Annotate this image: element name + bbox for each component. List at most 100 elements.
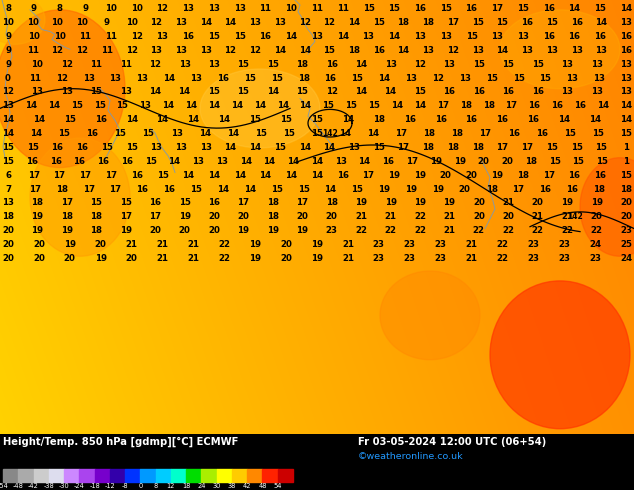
Text: 13: 13 xyxy=(190,74,202,82)
Text: 20: 20 xyxy=(179,226,190,235)
Text: 15: 15 xyxy=(368,101,380,110)
Text: 19: 19 xyxy=(378,185,390,194)
Text: 14: 14 xyxy=(311,157,323,166)
Text: 20: 20 xyxy=(280,254,292,263)
Text: 13: 13 xyxy=(311,32,323,41)
Text: 20: 20 xyxy=(620,198,632,207)
Text: 17: 17 xyxy=(406,157,418,166)
Text: 24: 24 xyxy=(197,484,205,490)
Text: 16: 16 xyxy=(620,46,632,55)
Bar xyxy=(262,469,278,482)
Text: 15: 15 xyxy=(351,74,363,82)
Text: 14: 14 xyxy=(30,129,42,138)
Text: 18: 18 xyxy=(297,74,309,82)
Text: 20: 20 xyxy=(296,212,308,221)
Text: 14: 14 xyxy=(620,115,632,124)
Text: 15: 15 xyxy=(238,60,249,69)
Text: 14: 14 xyxy=(224,18,236,27)
Text: 16: 16 xyxy=(527,115,540,124)
Text: 14: 14 xyxy=(342,115,354,124)
Text: 17: 17 xyxy=(363,171,375,180)
Text: 13: 13 xyxy=(405,74,417,82)
Text: 14: 14 xyxy=(182,171,194,180)
Ellipse shape xyxy=(0,0,45,45)
Text: 15: 15 xyxy=(388,4,400,13)
Text: 16: 16 xyxy=(620,32,632,41)
Text: 11: 11 xyxy=(27,46,39,55)
Text: 15: 15 xyxy=(27,143,39,152)
Text: 17: 17 xyxy=(491,4,503,13)
Text: 15: 15 xyxy=(592,129,604,138)
Text: 12: 12 xyxy=(2,87,14,97)
Text: 14: 14 xyxy=(367,129,379,138)
Text: 19: 19 xyxy=(296,226,308,235)
Text: 13: 13 xyxy=(182,4,194,13)
Text: 16: 16 xyxy=(86,129,98,138)
Text: 10: 10 xyxy=(28,32,40,41)
Text: 15: 15 xyxy=(280,115,292,124)
Text: 19: 19 xyxy=(120,226,132,235)
Text: 15: 15 xyxy=(208,87,220,97)
Text: 20: 20 xyxy=(477,157,489,166)
Text: 14: 14 xyxy=(208,101,220,110)
Text: 18: 18 xyxy=(267,198,279,207)
Text: 13: 13 xyxy=(595,46,607,55)
Text: -30: -30 xyxy=(59,484,70,490)
Text: 21: 21 xyxy=(385,212,397,221)
Text: 20: 20 xyxy=(94,240,107,249)
Text: 16: 16 xyxy=(136,185,148,194)
Text: 12: 12 xyxy=(167,484,175,490)
Text: 13: 13 xyxy=(620,87,632,97)
Text: 15: 15 xyxy=(145,157,157,166)
Text: 15: 15 xyxy=(473,60,485,69)
Text: 10: 10 xyxy=(2,18,14,27)
Text: 48: 48 xyxy=(258,484,267,490)
Text: 12: 12 xyxy=(51,46,63,55)
Bar xyxy=(155,469,171,482)
Text: 19: 19 xyxy=(561,198,573,207)
Text: 14: 14 xyxy=(276,101,288,110)
Bar xyxy=(232,469,247,482)
Text: 16: 16 xyxy=(594,32,606,41)
Text: 23: 23 xyxy=(326,226,338,235)
Text: 10: 10 xyxy=(32,60,43,69)
Text: 13: 13 xyxy=(620,18,632,27)
Text: 9: 9 xyxy=(5,60,11,69)
Text: 14: 14 xyxy=(267,87,279,97)
Ellipse shape xyxy=(200,69,320,148)
Text: Height/Temp. 850 hPa [gdmp][°C] ECMWF: Height/Temp. 850 hPa [gdmp][°C] ECMWF xyxy=(3,437,238,447)
Text: 17: 17 xyxy=(105,171,117,180)
Text: 18: 18 xyxy=(267,212,279,221)
Text: 14: 14 xyxy=(589,115,601,124)
Text: 17: 17 xyxy=(79,171,91,180)
Text: 21: 21 xyxy=(465,240,477,249)
Text: 13: 13 xyxy=(443,60,455,69)
Text: 13: 13 xyxy=(200,143,212,152)
Text: 22: 22 xyxy=(473,226,485,235)
Text: 22: 22 xyxy=(218,254,230,263)
Text: 11: 11 xyxy=(311,4,323,13)
Text: 23: 23 xyxy=(373,240,385,249)
Text: 16: 16 xyxy=(566,185,578,194)
Text: 14: 14 xyxy=(249,143,261,152)
Text: 15: 15 xyxy=(267,60,279,69)
Text: 13: 13 xyxy=(2,198,14,207)
Text: 42: 42 xyxy=(243,484,252,490)
Text: 14: 14 xyxy=(388,32,400,41)
Text: 19: 19 xyxy=(591,198,602,207)
Text: -54: -54 xyxy=(0,484,8,490)
Text: 17: 17 xyxy=(437,101,449,110)
Text: 14: 14 xyxy=(227,129,239,138)
Text: 13: 13 xyxy=(459,74,471,82)
Text: 20: 20 xyxy=(208,212,220,221)
Text: 16: 16 xyxy=(49,157,61,166)
Text: 11: 11 xyxy=(337,4,349,13)
Text: 14: 14 xyxy=(569,4,581,13)
Text: 15: 15 xyxy=(486,74,498,82)
Text: 13: 13 xyxy=(175,18,187,27)
Text: 12: 12 xyxy=(249,46,261,55)
Text: 15: 15 xyxy=(126,143,138,152)
Text: 13: 13 xyxy=(82,74,94,82)
Text: 20: 20 xyxy=(280,240,292,249)
Text: 16: 16 xyxy=(259,32,271,41)
